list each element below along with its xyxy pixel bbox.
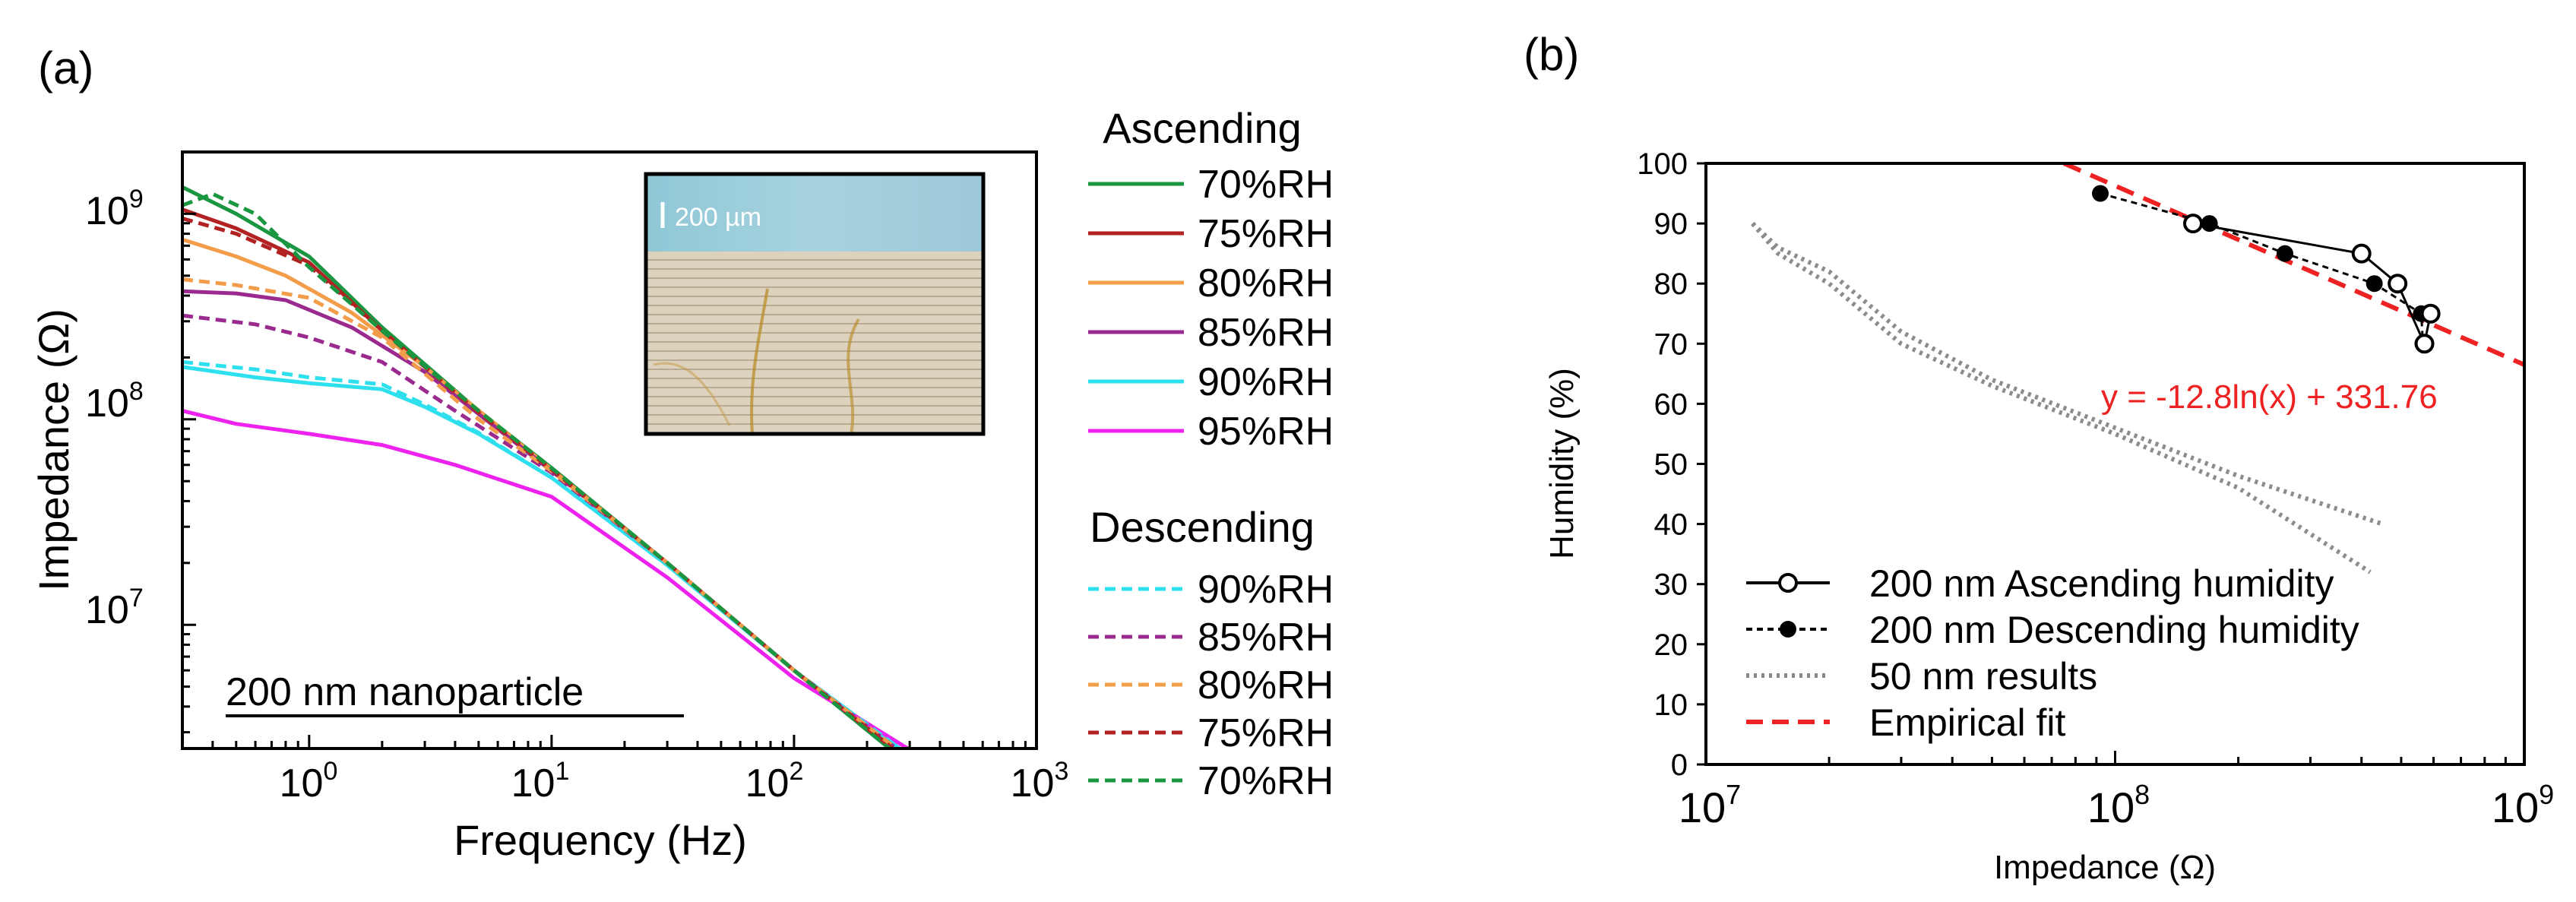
plot-b-frame [1704,162,2526,766]
y-tick-label: 108 [85,377,144,426]
y-tick-labels-b: 0 10 20 30 40 50 60 70 80 90 100 [1637,147,1688,782]
x-axis-title-b: Impedance (Ω) [1994,849,2216,886]
panel-label-b: (b) [1524,29,1579,80]
sample-annotation: 200 nm nanoparticle [226,670,584,714]
legend-descending-entries: 90%RH 85%RH 80%RH 75%RH 70%RH [1088,568,1334,803]
y-tick-label: 80 [1654,267,1688,301]
legend-ascending-entries: 70%RH 75%RH 80%RH 85%RH 90%RH 95%RH [1088,163,1334,454]
legend-label: 85%RH [1198,616,1334,660]
legend-label: 200 nm Descending humidity [1869,609,2359,651]
x-tick-label: 100 [280,757,338,805]
x-tick-labels-a: 100 101 102 103 [280,757,1069,805]
scale-bar-label: 200 µm [675,203,761,232]
legend-a: Ascending Descending 70%RH 75%RH 80%RH 8… [1088,104,1334,803]
legend-group-title-ascending: Ascending [1103,104,1302,152]
y-tick-label: 20 [1654,628,1688,662]
legend-label: 70%RH [1198,163,1334,207]
legend-label: 200 nm Ascending humidity [1869,562,2334,605]
y-tick-label: 50 [1654,448,1688,482]
inset-micrograph: 200 µm [644,172,986,436]
legend-label: Empirical fit [1869,701,2065,744]
descending-data-point [2201,215,2218,233]
y-tick-label: 60 [1654,388,1688,421]
inset-glass-region [646,174,983,252]
y-tick-label: 100 [1637,147,1688,181]
ascending-data-point [2388,274,2408,294]
y-tick-label: 109 [85,185,144,233]
inset-crack [653,362,731,426]
legend-marker-filled-circle [1780,621,1796,638]
fit-equation: y = -12.8ln(x) + 331.76 [2101,378,2438,416]
descending-data-point [2366,275,2383,293]
panel-label-a: (a) [38,43,93,93]
legend-marker-open-circle [1778,573,1798,593]
ascending-data-point [2351,243,2372,264]
ascending-data-point [2420,303,2441,324]
legend-label: 95%RH [1198,410,1334,454]
impedance-series-line [182,191,893,749]
legend-label: 80%RH [1198,663,1334,707]
y-tick-label: 90 [1654,207,1688,241]
y-axis-title-a: Impedance (Ω) [30,309,78,591]
x-tick-label: 103 [1011,757,1069,805]
humidity-impedance-chart: 0 10 20 30 40 50 60 70 80 90 100 107 108 109 Imped… [1543,147,2554,886]
x-tick-label: 102 [745,757,804,805]
legend-label: 50 nm results [1869,655,2097,698]
legend-group-title-descending: Descending [1090,503,1315,551]
inset-crack [847,318,860,435]
impedance-series-line [182,313,900,749]
impedance-series-group [182,185,912,749]
legend-label: 85%RH [1198,311,1334,355]
series-descending-line [2100,192,2424,344]
x-tick-label: 101 [511,757,570,805]
humidity-series-group [1751,163,2524,574]
y-tick-label: 30 [1654,568,1688,602]
legend-label: 80%RH [1198,261,1334,305]
ascending-data-point [2414,334,2435,354]
ascending-data-point [2182,214,2203,234]
empirical-fit-line [2062,163,2524,367]
y-axis-title-b: Humidity (%) [1543,368,1581,559]
y-tick-label: 0 [1671,749,1688,782]
plot-b-ticks [1697,162,2507,766]
series-50nm-line [1751,221,2384,527]
x-tick-labels-b: 107 108 109 [1679,779,2554,831]
y-tick-label: 70 [1654,328,1688,361]
inset-frame [644,172,986,436]
descending-data-point [2091,185,2109,202]
x-axis-title-a: Frequency (Hz) [454,816,747,864]
legend-label: 75%RH [1198,212,1334,256]
legend-b: 200 nm Ascending humidity 200 nm Descend… [1746,562,2359,744]
legend-label: 90%RH [1198,360,1334,404]
legend-label: 70%RH [1198,759,1334,803]
legend-label: 90%RH [1198,568,1334,612]
x-tick-label: 107 [1679,779,1741,831]
legend-label: 75%RH [1198,711,1334,755]
y-tick-label: 107 [85,584,144,632]
plot-a-ticks [181,150,1027,749]
y-tick-label: 40 [1654,508,1688,542]
y-tick-label: 10 [1654,688,1688,722]
x-tick-label: 108 [2087,779,2150,831]
inset-crack [750,288,769,435]
descending-data-point [2276,245,2293,262]
impedance-series-line [182,409,912,749]
x-tick-label: 109 [2492,779,2554,831]
impedance-frequency-chart: 200 µm 100 101 102 103 107 108 109 Frequ… [30,104,1334,864]
y-tick-labels-a: 107 108 109 [85,185,144,632]
